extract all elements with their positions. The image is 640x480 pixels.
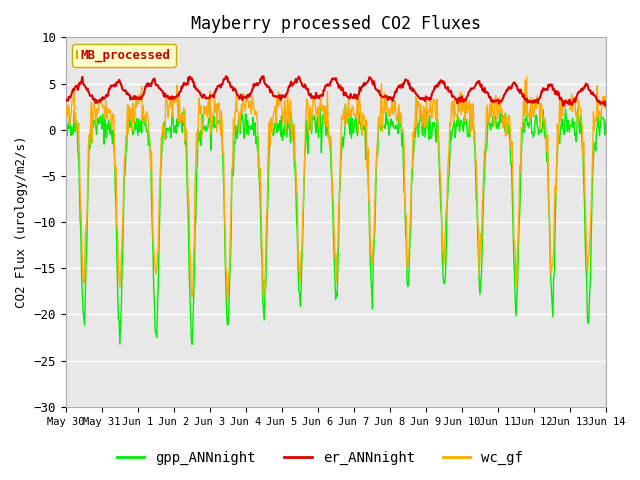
Title: Mayberry processed CO2 Fluxes: Mayberry processed CO2 Fluxes xyxy=(191,15,481,33)
er_ANNnight xyxy=(72,84,79,90)
gpp_ANNnight xyxy=(212,123,220,129)
wc_gf xyxy=(602,94,610,100)
gpp_ANNnight xyxy=(403,278,411,284)
gpp_ANNnight xyxy=(127,116,135,121)
Line: wc_gf: wc_gf xyxy=(66,77,606,300)
gpp_ANNnight xyxy=(182,134,190,140)
Line: gpp_ANNnight: gpp_ANNnight xyxy=(66,105,606,345)
er_ANNnight xyxy=(602,99,610,105)
er_ANNnight xyxy=(182,82,190,88)
gpp_ANNnight xyxy=(602,118,610,123)
wc_gf xyxy=(127,106,135,111)
gpp_ANNnight xyxy=(419,133,427,139)
wc_gf xyxy=(419,122,426,128)
gpp_ANNnight xyxy=(342,102,349,108)
er_ANNnight xyxy=(62,97,70,103)
er_ANNnight xyxy=(403,77,410,83)
Line: er_ANNnight: er_ANNnight xyxy=(66,76,606,106)
Legend: MB_processed: MB_processed xyxy=(72,44,176,67)
gpp_ANNnight xyxy=(62,107,70,113)
gpp_ANNnight xyxy=(72,127,79,133)
gpp_ANNnight xyxy=(188,342,196,348)
wc_gf xyxy=(182,126,190,132)
er_ANNnight xyxy=(419,96,426,102)
wc_gf xyxy=(72,110,79,116)
wc_gf xyxy=(523,74,531,80)
er_ANNnight xyxy=(222,73,230,79)
wc_gf xyxy=(403,212,410,217)
Legend: gpp_ANNnight, er_ANNnight, wc_gf: gpp_ANNnight, er_ANNnight, wc_gf xyxy=(111,445,529,471)
wc_gf xyxy=(223,298,231,303)
Y-axis label: CO2 Flux (urology/m2/s): CO2 Flux (urology/m2/s) xyxy=(15,136,28,308)
er_ANNnight xyxy=(559,103,567,109)
wc_gf xyxy=(62,104,70,109)
er_ANNnight xyxy=(127,95,135,100)
wc_gf xyxy=(211,94,218,99)
er_ANNnight xyxy=(211,89,218,95)
